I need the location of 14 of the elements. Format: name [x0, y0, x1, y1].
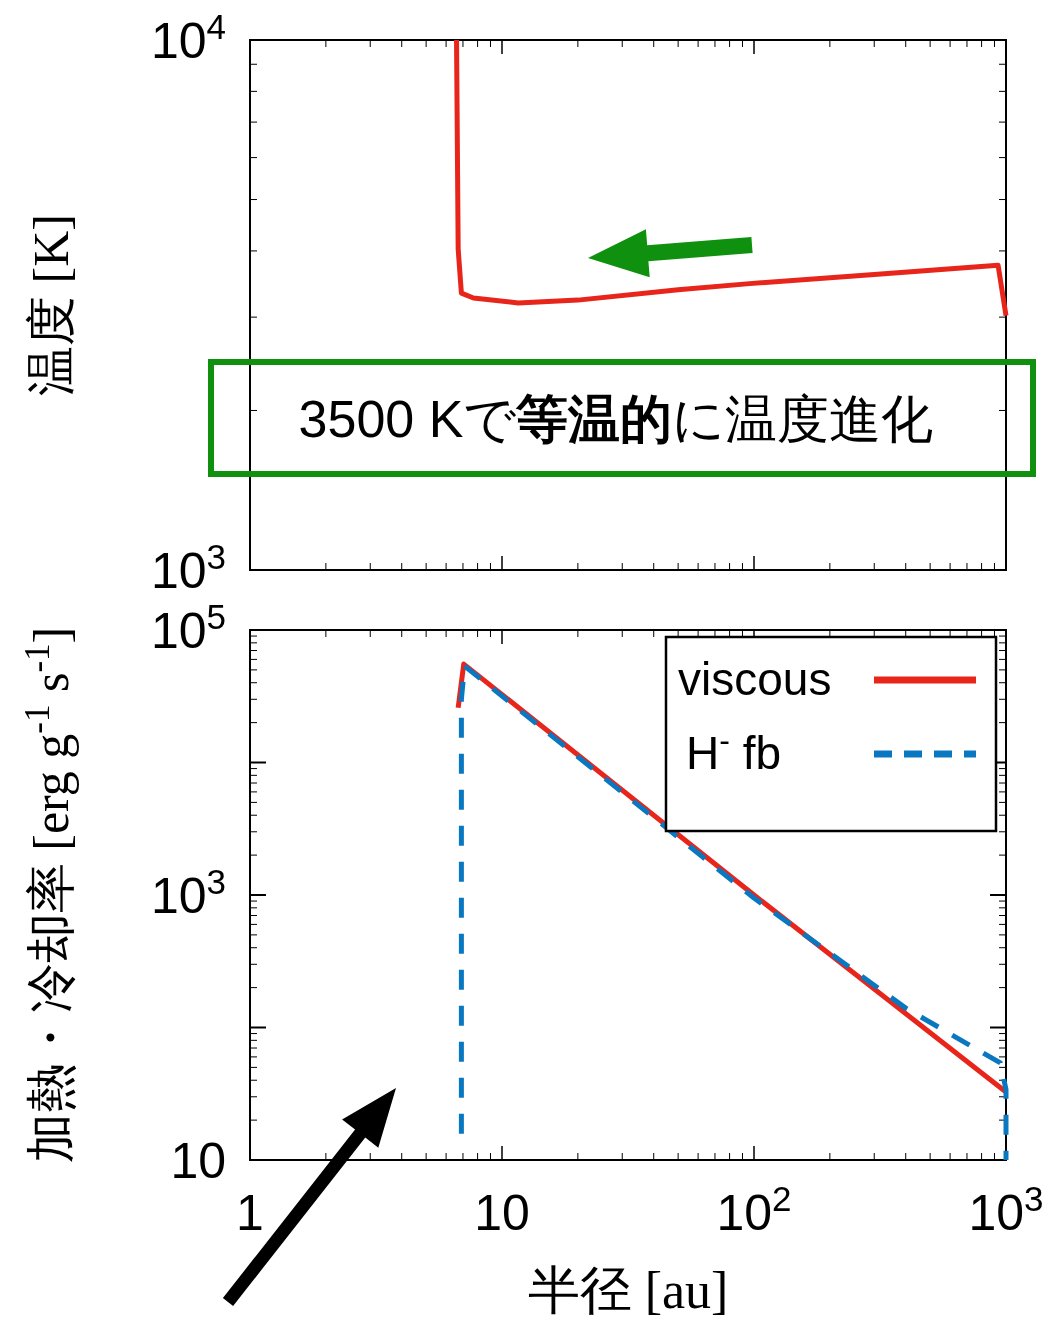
y-tick-label: 10 — [170, 1133, 226, 1189]
annotation: 3500 Kで等温的に温度進化 — [298, 390, 934, 448]
x-tick-label: 10$^{2}$ — [716, 1178, 792, 1241]
x-axis-title: 半径 [au] — [527, 1262, 729, 1319]
x-tick-label: 10$^{3}$ — [968, 1178, 1044, 1241]
y-tick-label: 10$^{4}$ — [150, 6, 226, 69]
y-tick-label: 10$^{5}$ — [150, 596, 226, 659]
legend-label: viscous — [678, 653, 832, 705]
y-tick-label: 10$^{3}$ — [150, 536, 226, 599]
y-tick-label: 10$^{3}$ — [150, 861, 226, 924]
x-tick-label: 1 — [236, 1185, 264, 1241]
x-tick-label: 10 — [474, 1185, 530, 1241]
y-axis-title: 温度 [K] — [23, 214, 79, 396]
legend-label: H$^{-}$ fb — [686, 722, 782, 779]
